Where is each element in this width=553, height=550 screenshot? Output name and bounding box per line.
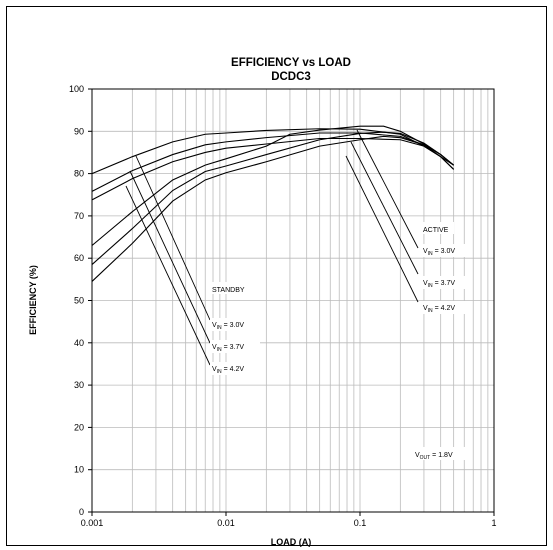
annotation-background (420, 244, 470, 257)
annotations: STANDBY VIN = 3.0V VIN = 3.7V VIN = 4.2V ACT… (210, 222, 470, 461)
annotation-background (210, 362, 260, 375)
standby-vin-label: VIN = 4.2V (212, 366, 244, 375)
standby-label: STANDBY (212, 287, 245, 294)
y-tick-label: 80 (74, 169, 84, 179)
y-tick-label: 0 (79, 507, 84, 517)
annotation-background (210, 282, 248, 294)
standby-vin-label: VIN = 3.7V (212, 344, 244, 353)
annotation-background (210, 318, 260, 331)
annotation-leader-line (356, 129, 419, 249)
series-lines (91, 125, 455, 282)
annotation-leader-line (125, 185, 211, 366)
chart-frame (6, 6, 547, 546)
annotation-leader-line (135, 155, 211, 321)
series-line-standby-3_0V (91, 128, 454, 175)
annotation-background (210, 340, 260, 353)
standby-vin-label: VIN = 3.0V (212, 322, 244, 331)
y-tick-label: 40 (74, 338, 84, 348)
annotation-background (412, 447, 468, 460)
annotation-background (420, 276, 470, 289)
x-axis-label: LOAD (A) (271, 537, 312, 547)
chart-title: EFFICIENCY vs LOAD (231, 57, 351, 69)
series-line-active-4_2V (91, 135, 455, 282)
x-tick-label: 0.001 (81, 518, 104, 528)
annotation-leader-line (345, 155, 419, 303)
y-tick-label: 50 (74, 296, 84, 306)
series-line-standby-4_2V (91, 137, 455, 201)
active-vin-label: VIN = 3.7V (423, 280, 455, 289)
annotation-background (420, 222, 454, 234)
y-tick-label: 100 (69, 84, 84, 94)
series-line-active-3_0V (91, 125, 455, 246)
vout-label: VOUT = 1.8V (415, 452, 453, 461)
y-tick-label: 70 (74, 211, 84, 221)
active-vin-label: VIN = 3.0V (423, 248, 455, 257)
series-line-active-3_7V (91, 131, 455, 265)
annotation-leader-line (350, 141, 419, 275)
active-label: ACTIVE (423, 227, 449, 234)
series-line-standby-3_7V (91, 132, 455, 192)
chart-subtitle: DCDC3 (271, 71, 311, 83)
annotation-background (420, 301, 470, 314)
y-tick-label: 60 (74, 253, 84, 263)
y-tick-label: 90 (74, 126, 84, 136)
y-tick-label: 10 (74, 465, 84, 475)
x-tick-label: 0.1 (354, 518, 367, 528)
active-vin-label: VIN = 4.2V (423, 305, 455, 314)
annotation-leaders (125, 129, 419, 366)
y-axis-label: EFFICIENCY (%) (28, 265, 38, 335)
gridlines (92, 89, 494, 512)
x-tick-label: 0.01 (217, 518, 235, 528)
x-tick-label: 1 (491, 518, 496, 528)
y-tick-label: 30 (74, 380, 84, 390)
annotation-leader-line (129, 170, 211, 344)
y-tick-label: 20 (74, 422, 84, 432)
